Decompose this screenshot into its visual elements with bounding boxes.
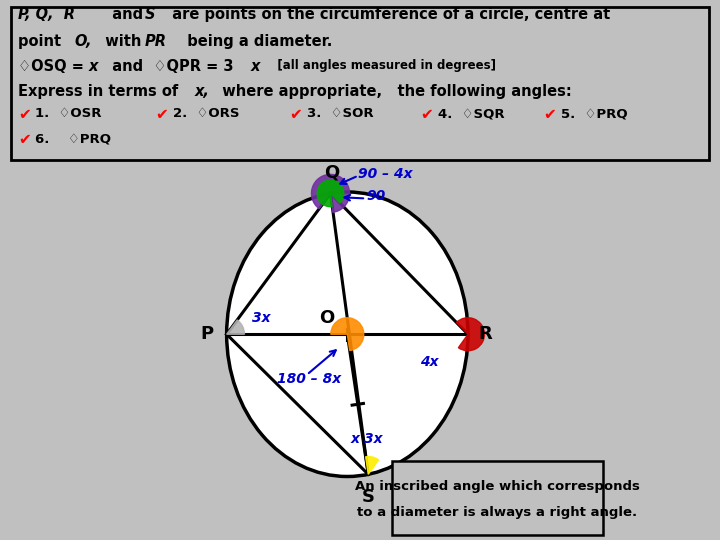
Text: 180 – 8x: 180 – 8x [277, 372, 342, 386]
Text: O: O [320, 309, 335, 327]
Text: ♢OSQ =: ♢OSQ = [18, 59, 89, 73]
Text: ✔: ✔ [18, 107, 30, 122]
Ellipse shape [227, 192, 468, 476]
Text: where appropriate,   the following angles:: where appropriate, the following angles: [212, 84, 572, 99]
Text: 90: 90 [366, 189, 385, 202]
Text: 4.  ♢SQR: 4. ♢SQR [438, 107, 504, 120]
Wedge shape [318, 180, 344, 207]
Text: 3.  ♢SOR: 3. ♢SOR [307, 107, 374, 120]
Text: 3x: 3x [364, 431, 383, 446]
Text: 3x: 3x [252, 310, 271, 325]
Text: with: with [95, 33, 152, 49]
Text: point: point [18, 33, 66, 49]
Text: ✔: ✔ [156, 107, 168, 122]
Text: S: S [361, 488, 374, 507]
Text: ✔: ✔ [544, 107, 557, 122]
Text: and  ♢QPR = 3: and ♢QPR = 3 [102, 59, 234, 73]
Wedge shape [366, 456, 379, 474]
Text: 1.  ♢OSR: 1. ♢OSR [35, 107, 102, 120]
Text: and: and [102, 7, 154, 22]
Text: R: R [478, 325, 492, 343]
Text: x: x [89, 59, 98, 73]
Text: P, Q,  R: P, Q, R [18, 7, 75, 22]
Text: Express in terms of: Express in terms of [18, 84, 183, 99]
Text: x,: x, [194, 84, 209, 99]
Wedge shape [456, 318, 485, 351]
Text: 4x: 4x [420, 355, 438, 369]
Text: are points on the circumference of a circle, centre at: are points on the circumference of a cir… [163, 7, 611, 22]
Text: ✔: ✔ [289, 107, 302, 122]
Text: 2.  ♢ORS: 2. ♢ORS [173, 107, 240, 120]
Text: © T Madas: © T Madas [547, 528, 604, 537]
Wedge shape [330, 318, 364, 350]
Text: to a diameter is always a right angle.: to a diameter is always a right angle. [357, 506, 637, 519]
Text: O,: O, [74, 33, 91, 49]
Text: 6.    ♢PRQ: 6. ♢PRQ [35, 132, 112, 145]
Text: x: x [251, 59, 260, 73]
Text: An inscribed angle which corresponds: An inscribed angle which corresponds [355, 480, 639, 492]
Text: [all angles measured in degrees]: [all angles measured in degrees] [265, 59, 496, 72]
Text: being a diameter.: being a diameter. [176, 33, 332, 49]
Wedge shape [227, 320, 244, 334]
Text: ✔: ✔ [420, 107, 433, 122]
Text: x: x [351, 431, 359, 446]
FancyBboxPatch shape [392, 461, 603, 535]
FancyBboxPatch shape [11, 7, 709, 160]
Text: P: P [201, 325, 214, 343]
Text: 5.  ♢PRQ: 5. ♢PRQ [561, 107, 628, 120]
Text: 90 – 4x: 90 – 4x [359, 167, 413, 181]
Wedge shape [312, 174, 349, 212]
Text: PR: PR [145, 33, 167, 49]
Text: S: S [145, 7, 156, 22]
Text: ✔: ✔ [18, 132, 30, 147]
Text: Q: Q [324, 164, 339, 182]
